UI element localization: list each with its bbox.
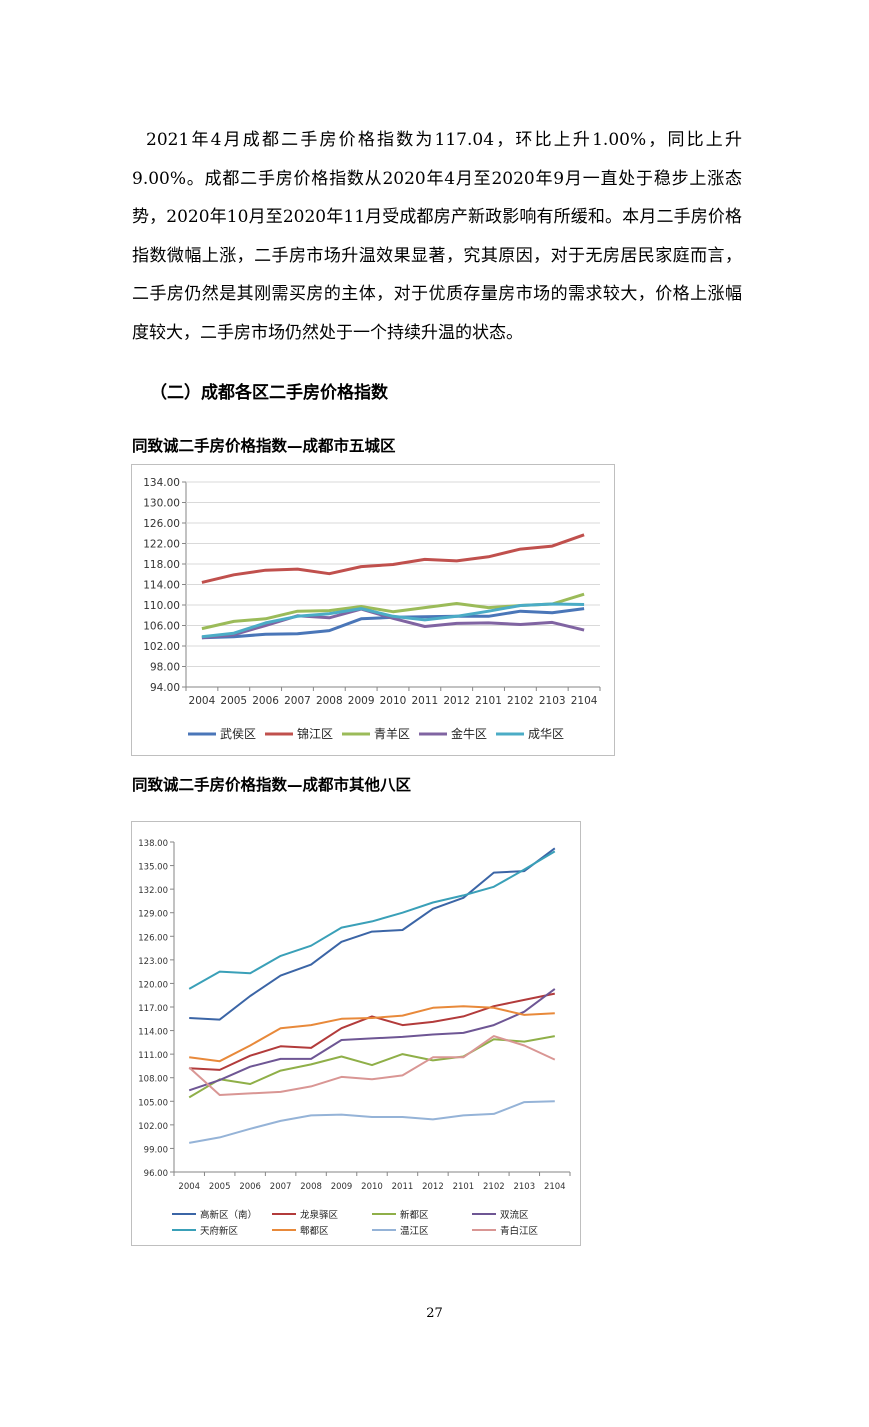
legend-label: 金牛区 bbox=[451, 726, 487, 741]
x-tick-label: 2103 bbox=[513, 1182, 535, 1192]
y-tick-label: 110.00 bbox=[143, 600, 180, 612]
y-tick-label: 105.00 bbox=[138, 1098, 168, 1108]
x-tick-label: 2103 bbox=[539, 695, 566, 707]
y-tick-label: 94.00 bbox=[150, 682, 180, 694]
legend-label: 锦江区 bbox=[297, 727, 333, 741]
x-tick-label: 2012 bbox=[422, 1182, 444, 1192]
x-tick-label: 2007 bbox=[284, 695, 311, 707]
series-line bbox=[188, 988, 556, 1092]
series-line bbox=[188, 1035, 555, 1099]
x-tick-label: 2104 bbox=[544, 1182, 566, 1192]
legend-label: 高新区（南） bbox=[200, 1209, 257, 1221]
y-tick-label: 102.00 bbox=[143, 641, 180, 653]
y-tick-label: 135.00 bbox=[138, 863, 168, 873]
series-line bbox=[201, 607, 585, 640]
y-tick-label: 118.00 bbox=[143, 559, 180, 571]
x-tick-label: 2010 bbox=[380, 695, 407, 707]
x-tick-label: 2007 bbox=[270, 1182, 292, 1192]
x-tick-label: 2005 bbox=[220, 695, 247, 707]
series-line bbox=[189, 992, 556, 1071]
x-tick-label: 2101 bbox=[475, 695, 502, 707]
chart2-title: 同致诚二手房价格指数—成都市其他八区 bbox=[132, 776, 412, 794]
legend-label: 双流区 bbox=[500, 1209, 529, 1221]
x-tick-label: 2006 bbox=[252, 695, 279, 707]
x-tick-label: 2102 bbox=[483, 1182, 505, 1192]
x-tick-label: 2102 bbox=[507, 695, 534, 707]
x-tick-label: 2101 bbox=[453, 1182, 475, 1192]
legend-label: 青白江区 bbox=[500, 1225, 539, 1237]
series-line bbox=[189, 1100, 555, 1144]
x-tick-label: 2008 bbox=[300, 1182, 322, 1192]
x-tick-label: 2011 bbox=[411, 695, 438, 707]
y-tick-label: 129.00 bbox=[138, 910, 168, 920]
series-line bbox=[201, 602, 585, 639]
series-line bbox=[188, 850, 556, 990]
x-tick-label: 2104 bbox=[571, 695, 598, 707]
legend-label: 成华区 bbox=[528, 727, 564, 741]
y-tick-label: 132.00 bbox=[138, 886, 168, 896]
series-line bbox=[189, 847, 556, 1021]
x-tick-label: 2010 bbox=[361, 1182, 383, 1192]
chart2-svg: 96.00 99.00 102.00 105.00 108.00 111.00 114.00… bbox=[138, 839, 571, 1237]
y-tick-label: 138.00 bbox=[138, 839, 168, 849]
legend-label: 武侯区 bbox=[220, 727, 256, 741]
x-tick-label: 2005 bbox=[209, 1182, 231, 1192]
y-tick-label: 106.00 bbox=[143, 621, 180, 633]
chart1-svg: 94.00 98.00 102.00 106.00 110.00 114.00 118.00… bbox=[143, 477, 601, 741]
series-line bbox=[188, 1035, 556, 1096]
x-tick-label: 2004 bbox=[178, 1182, 200, 1192]
y-tick-label: 122.00 bbox=[143, 539, 180, 551]
y-tick-label: 99.00 bbox=[144, 1145, 168, 1155]
y-tick-label: 111.00 bbox=[138, 1051, 168, 1061]
x-tick-label: 2009 bbox=[331, 1182, 353, 1192]
y-tick-label: 98.00 bbox=[150, 662, 180, 674]
y-tick-label: 126.00 bbox=[138, 933, 168, 943]
y-tick-label: 123.00 bbox=[138, 957, 168, 967]
legend-label: 新都区 bbox=[400, 1209, 429, 1221]
legend-label: 温江区 bbox=[400, 1226, 429, 1237]
x-tick-label: 2009 bbox=[348, 695, 375, 707]
series-line bbox=[189, 1005, 555, 1063]
series-line bbox=[201, 533, 585, 584]
x-tick-label: 2004 bbox=[189, 695, 216, 707]
y-tick-label: 96.00 bbox=[144, 1169, 168, 1179]
legend-label: 龙泉驿区 bbox=[300, 1209, 339, 1221]
y-tick-label: 117.00 bbox=[138, 1004, 168, 1014]
chart1-title: 同致诚二手房价格指数—成都市五城区 bbox=[132, 437, 396, 455]
y-tick-label: 134.00 bbox=[143, 477, 180, 489]
legend-label: 郫都区 bbox=[300, 1225, 329, 1237]
page-number: 27 bbox=[426, 1306, 443, 1321]
chart1-container: 94.00 98.00 102.00 106.00 110.00 114.00 118.00… bbox=[131, 464, 615, 756]
legend-label: 天府新区 bbox=[200, 1225, 239, 1237]
y-tick-label: 114.00 bbox=[143, 580, 180, 592]
section-heading: （二）成都各区二手房价格指数 bbox=[150, 383, 388, 403]
body-paragraph: 2021年4月成都二手房价格指数为117.04，环比上升1.00%，同比上升9.… bbox=[132, 121, 742, 353]
y-tick-label: 108.00 bbox=[138, 1075, 168, 1085]
y-tick-label: 102.00 bbox=[138, 1122, 168, 1132]
y-tick-label: 120.00 bbox=[138, 980, 168, 990]
y-tick-label: 114.00 bbox=[138, 1028, 168, 1038]
paragraph-text: 2021年4月成都二手房价格指数为117.04，环比上升1.00%，同比上升9.… bbox=[132, 130, 742, 343]
y-tick-label: 126.00 bbox=[143, 518, 180, 530]
chart2-container: 96.00 99.00 102.00 105.00 108.00 111.00 114.00… bbox=[131, 821, 581, 1246]
x-tick-label: 2008 bbox=[316, 695, 343, 707]
x-tick-label: 2011 bbox=[392, 1182, 414, 1192]
y-tick-label: 130.00 bbox=[143, 498, 180, 510]
x-tick-label: 2012 bbox=[443, 695, 470, 707]
legend-label: 青羊区 bbox=[374, 726, 410, 741]
x-tick-label: 2006 bbox=[239, 1182, 261, 1192]
